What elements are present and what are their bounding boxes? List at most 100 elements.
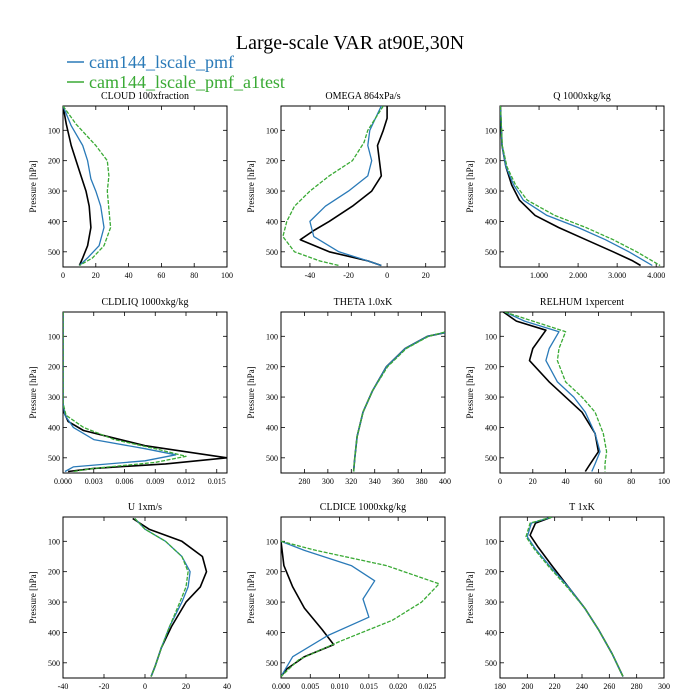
series-line-1 — [299, 106, 388, 267]
x-tick-label: 0.009 — [146, 477, 164, 486]
series-line-3 — [504, 312, 608, 472]
y-tick-label: 300 — [266, 187, 278, 196]
series-group — [281, 540, 440, 677]
y-tick-label: 300 — [48, 598, 60, 607]
plot-frame — [280, 311, 446, 474]
x-tick-label: -20 — [343, 271, 354, 280]
series-group — [63, 312, 227, 473]
x-tick-label: 40 — [562, 477, 570, 486]
x-tick-label: 100 — [658, 477, 670, 486]
y-tick-label: 200 — [485, 363, 497, 372]
x-tick-label: 340 — [369, 477, 381, 486]
x-tick-label: 200 — [521, 682, 533, 691]
series-line-3 — [63, 106, 112, 267]
x-tick-label: -40 — [58, 682, 69, 691]
panel-title: CLOUD 100xfraction — [101, 91, 189, 102]
x-tick-label: 0.006 — [116, 477, 134, 486]
x-tick-label: 240 — [576, 682, 588, 691]
y-tick-label: 100 — [48, 126, 60, 135]
y-tick-label: 200 — [48, 568, 60, 577]
series-line-3 — [282, 106, 384, 267]
y-tick-label: 500 — [266, 659, 278, 668]
y-tick-label: 400 — [266, 217, 278, 226]
y-tick-label: 200 — [48, 157, 60, 166]
series-group — [525, 517, 624, 677]
y-axis-label: Pressure [hPa] — [465, 366, 475, 418]
x-tick-label: 40 — [223, 682, 231, 691]
series-group — [502, 312, 608, 472]
y-tick-label: 400 — [266, 423, 278, 432]
x-tick-label: 0.010 — [331, 682, 349, 691]
x-tick-label: 0 — [385, 271, 389, 280]
x-tick-label: 80 — [627, 477, 635, 486]
series-line-3 — [525, 517, 624, 677]
y-tick-label: 100 — [266, 537, 278, 546]
x-tick-label: -40 — [305, 271, 316, 280]
plot-frame — [499, 105, 665, 268]
series-line-2 — [352, 332, 445, 472]
x-tick-label: 0.012 — [177, 477, 195, 486]
panel-3: Q 1000xkg/kg Pressure [hPa] 100 200 300 400 50… — [465, 91, 665, 280]
y-tick-label: 500 — [48, 248, 60, 257]
series-line-1 — [502, 312, 600, 472]
plot-frame — [62, 105, 228, 268]
y-axis-label: Pressure [hPa] — [246, 571, 256, 623]
x-tick-label: 300 — [658, 682, 670, 691]
series-line-3 — [63, 312, 187, 473]
y-tick-label: 200 — [266, 363, 278, 372]
panel-9: T 1xK Pressure [hPa] 100 200 300 400 500 180 200… — [465, 502, 670, 691]
x-tick-label: 0.003 — [85, 477, 103, 486]
y-axis-label: Pressure [hPa] — [28, 571, 38, 623]
x-tick-label: 1.000 — [530, 271, 548, 280]
y-tick-label: 500 — [48, 659, 60, 668]
legend-label-1: cam144_lscale_pmf — [89, 52, 234, 72]
x-tick-label: 40 — [125, 271, 133, 280]
x-tick-label: 60 — [594, 477, 602, 486]
series-line-2 — [63, 106, 105, 266]
y-tick-label: 200 — [266, 568, 278, 577]
x-tick-label: 2.000 — [569, 271, 587, 280]
plot-frame — [280, 516, 446, 679]
plot-frame — [280, 105, 446, 268]
panel-title: RELHUM 1xpercent — [540, 297, 624, 308]
series-group — [63, 106, 112, 267]
y-tick-label: 400 — [48, 217, 60, 226]
x-tick-label: 180 — [494, 682, 506, 691]
x-tick-label: 0.005 — [301, 682, 319, 691]
y-tick-label: 300 — [485, 598, 497, 607]
series-group — [282, 106, 388, 267]
x-tick-label: 400 — [439, 477, 451, 486]
y-axis-label: Pressure [hPa] — [28, 366, 38, 418]
x-tick-label: 260 — [603, 682, 615, 691]
y-tick-label: 500 — [48, 454, 60, 463]
series-line-1 — [132, 517, 208, 677]
series-line-3 — [352, 331, 445, 472]
y-tick-label: 100 — [266, 332, 278, 341]
x-tick-label: 20 — [422, 271, 430, 280]
y-tick-label: 300 — [48, 393, 60, 402]
legend-label-2: cam144_lscale_pmf_a1test — [89, 72, 285, 92]
panel-title: Q 1000xkg/kg — [553, 91, 611, 102]
x-tick-label: 360 — [392, 477, 404, 486]
y-tick-label: 100 — [48, 537, 60, 546]
y-tick-label: 500 — [485, 248, 497, 257]
series-line-1 — [500, 106, 642, 267]
y-tick-label: 300 — [48, 187, 60, 196]
y-tick-label: 100 — [485, 537, 497, 546]
x-tick-label: 4.000 — [647, 271, 665, 280]
y-tick-label: 100 — [485, 126, 497, 135]
y-tick-label: 500 — [485, 659, 497, 668]
x-tick-label: 280 — [298, 477, 310, 486]
x-tick-label: -20 — [99, 682, 110, 691]
series-line-3 — [281, 540, 440, 677]
y-tick-label: 300 — [266, 598, 278, 607]
series-group — [500, 106, 661, 267]
series-group — [132, 517, 208, 677]
x-tick-label: 220 — [549, 682, 561, 691]
x-tick-label: 0.000 — [54, 477, 72, 486]
x-tick-label: 0.025 — [418, 682, 436, 691]
